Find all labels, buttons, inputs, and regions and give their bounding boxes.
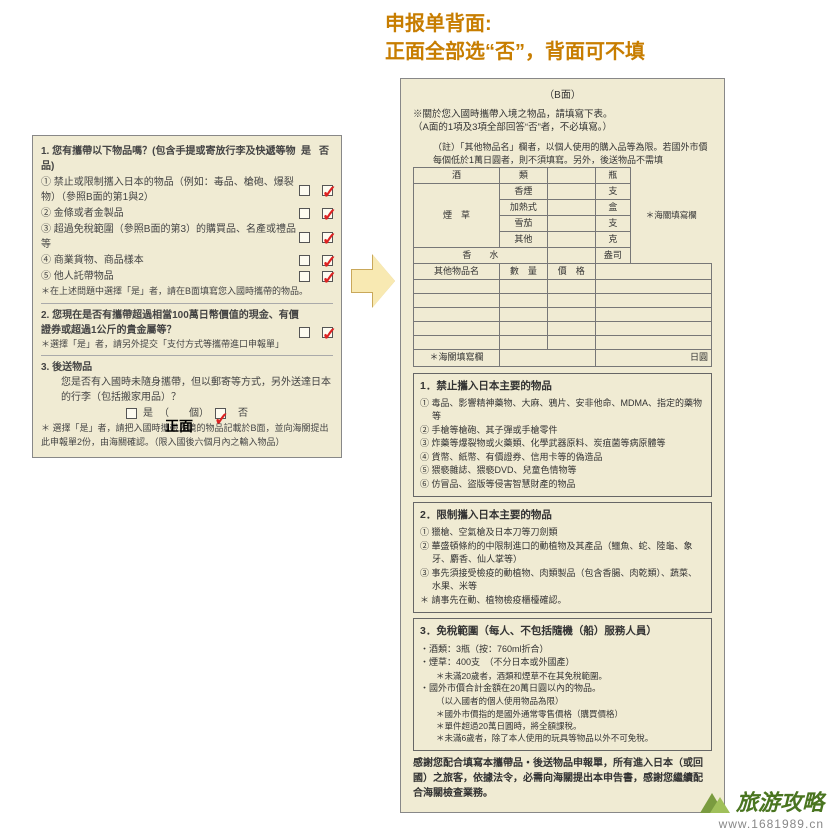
header-line2: 正面全部选“否”，背面可不填 [385,38,645,66]
arrow-icon [351,255,393,307]
q2-title: 2. 您現在是否有攜帶超過相當100萬日幣價值的現金、有價證券或超過1公斤的貴金… [41,308,299,338]
front-label: 正面 [165,416,193,436]
q1-note: ＊在上述問題中選擇「是」者，請在B面填寫您入國時攜帶的物品。 [41,285,333,299]
mountain-icon [700,789,732,813]
check-icon: ✓ [322,265,337,292]
b-page-label: （B面） [413,89,712,104]
page-header: 申报单背面: 正面全部选“否”，背面可不填 [385,10,645,66]
q2-note: ＊選擇「是」者，請另外提交「支付方式等攜帶進口申報單」 [41,338,333,352]
q3-title: 3. 後送物品 [41,360,333,375]
q3-body: 您是否有入國時未隨身攜帶，但以郵寄等方式，另外送達日本的行李（包括搬家用品）？ [41,375,333,405]
footer-text: 感謝您配合填寫本攜帶品・後送物品申報單，所有進入日本（或回國）之旅客，依據法令，… [413,756,712,801]
watermark: 旅游攻略 www.1681989.cn [700,785,824,831]
section-restricted: 2．限制攜入日本主要的物品 ① 獵槍、空氣槍及日本刀等刀劍類 ② 華盛頓條約的中… [413,502,712,613]
q1-title: 1. 您有攜帶以下物品嗎？(包含手提或寄放行李及快遞等物品) [41,144,297,174]
section-dutyfree: 3．免稅範圍（每人、不包括隨機（船）服務人員） ・酒類：3瓶（按：760ml折合… [413,618,712,750]
q1-item: ④ 商業貨物、商品樣本 [41,253,299,268]
section-prohibited: 1．禁止攜入日本主要的物品 ① 毒品、影響精神藥物、大麻、鴉片、安非他命、MDM… [413,373,712,498]
back-form: （B面） ※關於您入國時攜帶入境之物品，請填寫下表。 （A面的1項及3項全部回答… [400,78,725,813]
check-icon: ✓ [322,321,337,348]
intro-text: ※關於您入國時攜帶入境之物品，請填寫下表。 （A面的1項及3項全部回答“否”者，… [413,108,712,136]
watermark-url: www.1681989.cn [700,817,824,831]
q1-item: ③ 超過免稅範圍（參照B面的第3）的購買品、名產或禮品等 [41,222,299,252]
header-line1: 申报单背面: [385,10,645,38]
q1-item: ② 金條或者金製品 [41,206,299,221]
q1-item: ⑤ 他人託帶物品 [41,269,299,284]
watermark-title: 旅游攻略 [736,785,824,817]
check-icon: ✓ [214,406,229,433]
goods-table: 酒類瓶＊海關填寫欄 煙 草香煙支 加熱式盒 雪茄支 其他克 香 水盎司 其他物品… [413,167,712,366]
intro-note: （註）「其他物品名」欄者，以個人使用的購入品等為限。若國外市價每個低於1萬日圓者… [413,141,712,167]
q1-item: ① 禁止或限制攜入日本的物品（例如：毒品、槍砲、爆裂物）（參照B面的第1與2） [41,175,299,205]
front-form: 1. 您有攜帶以下物品嗎？(包含手提或寄放行李及快遞等物品) 是 否 ① 禁止或… [32,135,342,458]
checkbox[interactable] [299,185,310,196]
